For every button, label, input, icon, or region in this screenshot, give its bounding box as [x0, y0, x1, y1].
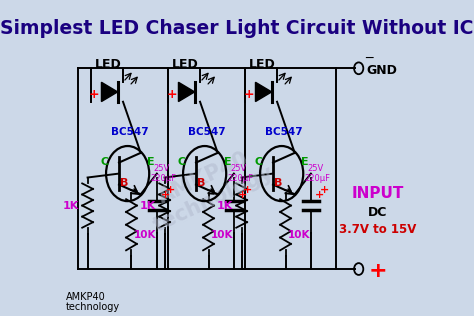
- Text: LED: LED: [95, 58, 122, 71]
- Text: 25V: 25V: [153, 164, 169, 173]
- Text: 3.7V to 15V: 3.7V to 15V: [339, 223, 417, 236]
- Text: technology: technology: [66, 302, 120, 313]
- Polygon shape: [101, 82, 118, 101]
- Text: 25V: 25V: [230, 164, 246, 173]
- Text: +: +: [166, 185, 175, 195]
- Text: C: C: [100, 157, 109, 167]
- Text: DC: DC: [368, 206, 388, 219]
- Text: E: E: [301, 157, 309, 167]
- Text: C: C: [255, 157, 263, 167]
- Text: INPUT: INPUT: [352, 186, 404, 201]
- Text: LED: LED: [249, 58, 276, 71]
- Text: AMKP40
technology: AMKP40 technology: [140, 141, 277, 235]
- Text: 10K: 10K: [134, 230, 156, 240]
- Text: +: +: [161, 190, 170, 200]
- Text: 10K: 10K: [288, 230, 310, 240]
- Text: 220μF: 220μF: [228, 174, 254, 183]
- Text: LED: LED: [173, 58, 199, 71]
- Text: +: +: [238, 190, 247, 200]
- Text: AMKP40: AMKP40: [66, 292, 106, 302]
- Text: Simplest LED Chaser Light Circuit Without IC: Simplest LED Chaser Light Circuit Withou…: [0, 19, 474, 38]
- Text: +: +: [320, 185, 329, 195]
- Text: +: +: [166, 88, 177, 101]
- Polygon shape: [179, 82, 195, 101]
- Text: BC547: BC547: [111, 127, 148, 137]
- Text: +: +: [89, 88, 100, 101]
- Text: 1K: 1K: [63, 201, 79, 210]
- Text: 10K: 10K: [211, 230, 234, 240]
- Text: +: +: [315, 190, 324, 200]
- Polygon shape: [255, 82, 272, 101]
- Text: 220μF: 220μF: [151, 174, 177, 183]
- Text: +: +: [243, 88, 254, 101]
- Text: B: B: [197, 179, 205, 188]
- Text: 1K: 1K: [217, 201, 233, 210]
- Text: GND: GND: [366, 64, 397, 77]
- Text: +: +: [369, 261, 387, 281]
- Text: ─: ─: [365, 52, 373, 65]
- Text: 25V: 25V: [307, 164, 323, 173]
- Text: BC547: BC547: [188, 127, 225, 137]
- Text: E: E: [147, 157, 155, 167]
- Text: C: C: [178, 157, 186, 167]
- Text: 1K: 1K: [139, 201, 156, 210]
- Text: +: +: [243, 185, 253, 195]
- Text: 220μF: 220μF: [305, 174, 331, 183]
- Text: E: E: [224, 157, 231, 167]
- Text: B: B: [274, 179, 283, 188]
- Text: B: B: [120, 179, 128, 188]
- Text: BC547: BC547: [264, 127, 302, 137]
